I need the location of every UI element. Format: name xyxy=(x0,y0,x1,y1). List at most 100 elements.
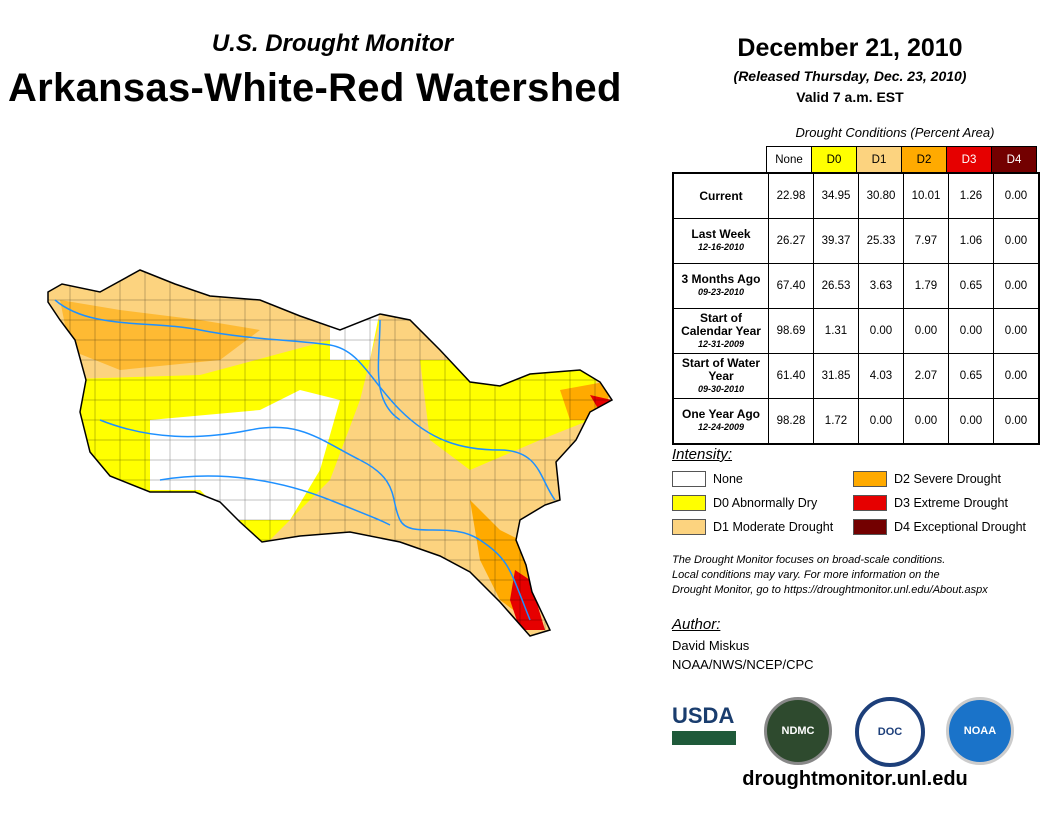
cell-value: 22.98 xyxy=(768,172,814,219)
row-label: One Year Ago 12-24-2009 xyxy=(672,398,769,445)
legend-item: D3 Extreme Drought xyxy=(853,495,1008,511)
valid-time: Valid 7 a.m. EST xyxy=(796,89,904,105)
column-header-d4: D4 xyxy=(991,146,1037,174)
cell-value: 0.00 xyxy=(993,218,1040,264)
legend-label: D2 Severe Drought xyxy=(894,472,1002,486)
cell-value: 30.80 xyxy=(858,172,904,219)
legend-swatch xyxy=(672,519,706,535)
note-line: Drought Monitor, go to https://droughtmo… xyxy=(672,584,988,596)
legend-swatch xyxy=(853,495,887,511)
legend-swatch xyxy=(672,471,706,487)
row-label-text: Start of Calendar Year xyxy=(681,310,761,338)
cell-value: 0.00 xyxy=(993,172,1040,219)
author-org: NOAA/NWS/NCEP/CPC xyxy=(672,657,814,672)
table-row: Current 22.98 34.95 30.80 10.01 1.26 0.00 xyxy=(672,172,1040,219)
cell-value: 0.00 xyxy=(993,398,1040,445)
row-label: Start of Water Year 09-30-2010 xyxy=(672,353,769,399)
usda-logo: USDA xyxy=(672,703,736,747)
cell-value: 0.00 xyxy=(948,398,994,445)
note-line: The Drought Monitor focuses on broad-sca… xyxy=(672,554,946,566)
legend-label: D3 Extreme Drought xyxy=(894,496,1008,510)
cell-value: 0.65 xyxy=(948,263,994,309)
row-date: 12-16-2010 xyxy=(697,242,745,252)
d1-dark-region xyxy=(60,300,260,370)
footer-url[interactable]: droughtmonitor.unl.edu xyxy=(742,768,968,790)
column-header-d1: D1 xyxy=(856,146,902,174)
column-header-d3: D3 xyxy=(946,146,992,174)
cell-value: 0.00 xyxy=(993,308,1040,354)
row-label: 3 Months Ago 09-23-2010 xyxy=(672,263,769,309)
cell-value: 0.00 xyxy=(903,308,949,354)
doc-logo: DOC xyxy=(855,697,925,767)
column-header-d0: D0 xyxy=(811,146,857,174)
row-label-text: Last Week xyxy=(691,227,751,241)
cell-value: 98.69 xyxy=(768,308,814,354)
legend-label: None xyxy=(713,472,743,486)
cell-value: 1.26 xyxy=(948,172,994,219)
cell-value: 1.31 xyxy=(813,308,859,354)
note-line: Local conditions may vary. For more info… xyxy=(672,569,940,581)
cell-value: 0.00 xyxy=(948,308,994,354)
ndmc-logo: NDMC xyxy=(764,697,832,765)
cell-value: 2.07 xyxy=(903,353,949,399)
legend-label: D4 Exceptional Drought xyxy=(894,520,1027,534)
map-date: December 21, 2010 xyxy=(737,34,963,62)
legend-item: D1 Moderate Drought xyxy=(672,519,833,535)
legend-title: Intensity: xyxy=(672,446,733,463)
d3-region xyxy=(590,395,612,412)
legend-swatch xyxy=(853,519,887,535)
disclaimer-note: The Drought Monitor focuses on broad-sca… xyxy=(672,553,988,598)
d0-region xyxy=(420,360,600,470)
row-label-text: Current xyxy=(699,188,743,203)
cell-value: 0.00 xyxy=(993,353,1040,399)
legend-label: D0 Abnormally Dry xyxy=(713,496,818,510)
cell-value: 0.00 xyxy=(903,398,949,445)
usda-logo-band xyxy=(672,731,736,745)
release-date: (Released Thursday, Dec. 23, 2010) xyxy=(733,68,967,84)
table-row: 3 Months Ago 09-23-2010 67.40 26.53 3.63 1.79… xyxy=(672,263,1040,309)
row-label: Start of Calendar Year 12-31-2009 xyxy=(672,308,769,354)
row-label: Current xyxy=(672,172,769,219)
cell-value: 0.00 xyxy=(858,398,904,445)
table-caption: Drought Conditions (Percent Area) xyxy=(795,125,995,140)
cell-value: 1.72 xyxy=(813,398,859,445)
row-date: 12-24-2009 xyxy=(697,422,745,432)
table-row: Last Week 12-16-2010 26.27 39.37 25.33 7.97 1.… xyxy=(672,218,1040,264)
cell-value: 1.06 xyxy=(948,218,994,264)
legend-swatch xyxy=(853,471,887,487)
legend-swatch xyxy=(672,495,706,511)
rivers xyxy=(54,299,556,621)
legend-item: None xyxy=(672,471,743,487)
row-label: Last Week 12-16-2010 xyxy=(672,218,769,264)
row-date: 09-30-2010 xyxy=(697,383,745,394)
cell-value: 1.79 xyxy=(903,263,949,309)
cell-value: 98.28 xyxy=(768,398,814,445)
column-header-d2: D2 xyxy=(901,146,947,174)
cell-value: 39.37 xyxy=(813,218,859,264)
table-row: One Year Ago 12-24-2009 98.28 1.72 0.00 0.00 0… xyxy=(672,398,1040,445)
cell-value: 34.95 xyxy=(813,172,859,219)
drought-map xyxy=(47,269,613,637)
cell-value: 4.03 xyxy=(858,353,904,399)
legend-label: D1 Moderate Drought xyxy=(713,520,834,534)
row-label-text: One Year Ago xyxy=(681,407,761,421)
row-date: 09-23-2010 xyxy=(697,287,745,297)
cell-value: 26.27 xyxy=(768,218,814,264)
page-title: Arkansas-White-Red Watershed xyxy=(8,66,622,110)
noaa-logo: NOAA xyxy=(946,697,1014,765)
cell-value: 10.01 xyxy=(903,172,949,219)
table-row: Start of Water Year 09-30-2010 61.40 31.85 4… xyxy=(672,353,1040,399)
cell-value: 3.63 xyxy=(858,263,904,309)
legend-item: D2 Severe Drought xyxy=(853,471,1001,487)
author-title: Author: xyxy=(672,616,721,633)
subtitle: U.S. Drought Monitor xyxy=(211,30,454,57)
legend-item: D0 Abnormally Dry xyxy=(672,495,817,511)
cell-value: 67.40 xyxy=(768,263,814,309)
usda-logo-text: USDA xyxy=(672,703,735,728)
row-date: 12-31-2009 xyxy=(697,338,745,349)
cell-value: 0.00 xyxy=(993,263,1040,309)
cell-value: 25.33 xyxy=(858,218,904,264)
county-grid xyxy=(48,270,612,636)
cell-value: 61.40 xyxy=(768,353,814,399)
